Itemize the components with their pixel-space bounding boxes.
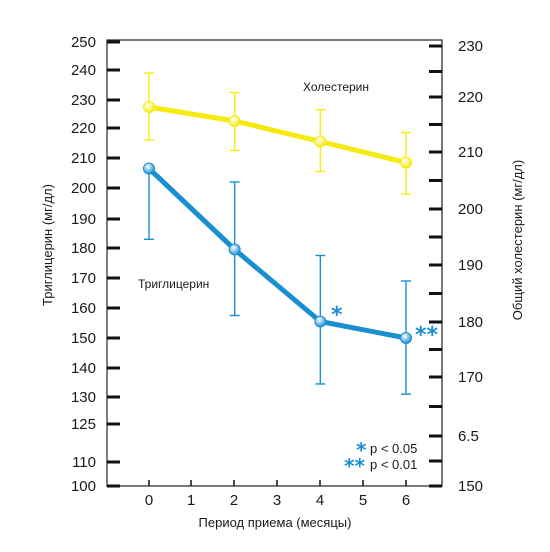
- legend-text-2: p < 0.01: [370, 457, 417, 472]
- series-line: [146, 104, 409, 165]
- data-point: [228, 243, 241, 256]
- right-tick-label: 230: [458, 38, 483, 55]
- series-layer: [143, 72, 412, 395]
- left-tick-label: 110: [72, 454, 96, 471]
- annotation-star-4: *: [331, 303, 343, 328]
- left-tick-label: 200: [71, 180, 96, 197]
- left-tick-label: 190: [71, 211, 96, 228]
- annotation-star-6: **: [415, 323, 439, 348]
- data-point: [314, 135, 327, 148]
- left-tick-label: 160: [71, 300, 96, 317]
- series-label-triglyceride: Триглицерин: [138, 277, 209, 291]
- left-axis-title: Триглицерин (мг/дл): [40, 184, 55, 306]
- right-tick-label: 200: [458, 201, 483, 218]
- legend: * p < 0.05 ** p < 0.01: [344, 438, 417, 478]
- legend-star-2: **: [344, 454, 365, 478]
- left-tick-label: 130: [71, 389, 96, 406]
- left-tick-label: 230: [71, 92, 96, 109]
- right-tick-label: 180: [458, 314, 483, 331]
- right-axis-title: Общий холестерин (мг/дл): [510, 160, 525, 320]
- x-tick-label: 0: [145, 492, 153, 509]
- left-axis: 250 240 230 220 210 200 190 180 170 160 150 140 130 1…: [71, 34, 120, 495]
- x-tick-label: 1: [187, 492, 195, 509]
- data-point: [400, 156, 412, 169]
- right-tick-label: 6.5: [458, 428, 479, 445]
- x-axis-title: Период приема (месяцы): [199, 515, 352, 530]
- right-tick-label: 190: [458, 257, 483, 274]
- right-tick-label: 170: [458, 369, 483, 386]
- series-label-cholesterol: Холестерин: [303, 80, 369, 94]
- data-point: [228, 115, 241, 127]
- data-point: [314, 315, 327, 328]
- right-tick-label: 150: [458, 478, 483, 495]
- legend-text-1: p < 0.05: [370, 441, 417, 456]
- x-tick-label: 4: [316, 492, 324, 509]
- left-tick-label: 100: [71, 478, 96, 495]
- left-tick-label: 250: [71, 34, 96, 51]
- right-tick-label: 220: [458, 89, 483, 106]
- x-tick-label: 3: [273, 492, 281, 509]
- left-tick-label: 125: [71, 416, 96, 433]
- left-tick-label: 210: [71, 150, 96, 167]
- x-tick-label: 2: [230, 492, 238, 509]
- plot-frame: [106, 39, 443, 487]
- data-point: [143, 162, 155, 175]
- data-point: [400, 332, 412, 344]
- data-point: [143, 101, 155, 113]
- x-tick-label: 6: [402, 492, 410, 509]
- left-tick-label: 180: [71, 240, 96, 257]
- right-tick-label: 210: [458, 144, 483, 161]
- series-line: [146, 166, 409, 341]
- legend-star-1: *: [356, 438, 367, 462]
- left-tick-label: 150: [71, 330, 96, 347]
- x-axis: 0 1 2 3 4 5 6: [145, 480, 410, 509]
- right-axis: 230 220 210 200 190 180 170 6.5 150: [429, 38, 483, 495]
- left-tick-label: 170: [71, 270, 96, 287]
- left-tick-label: 240: [71, 62, 96, 79]
- left-tick-label: 220: [71, 120, 96, 137]
- left-tick-label: 140: [71, 360, 96, 377]
- x-tick-label: 5: [359, 492, 367, 509]
